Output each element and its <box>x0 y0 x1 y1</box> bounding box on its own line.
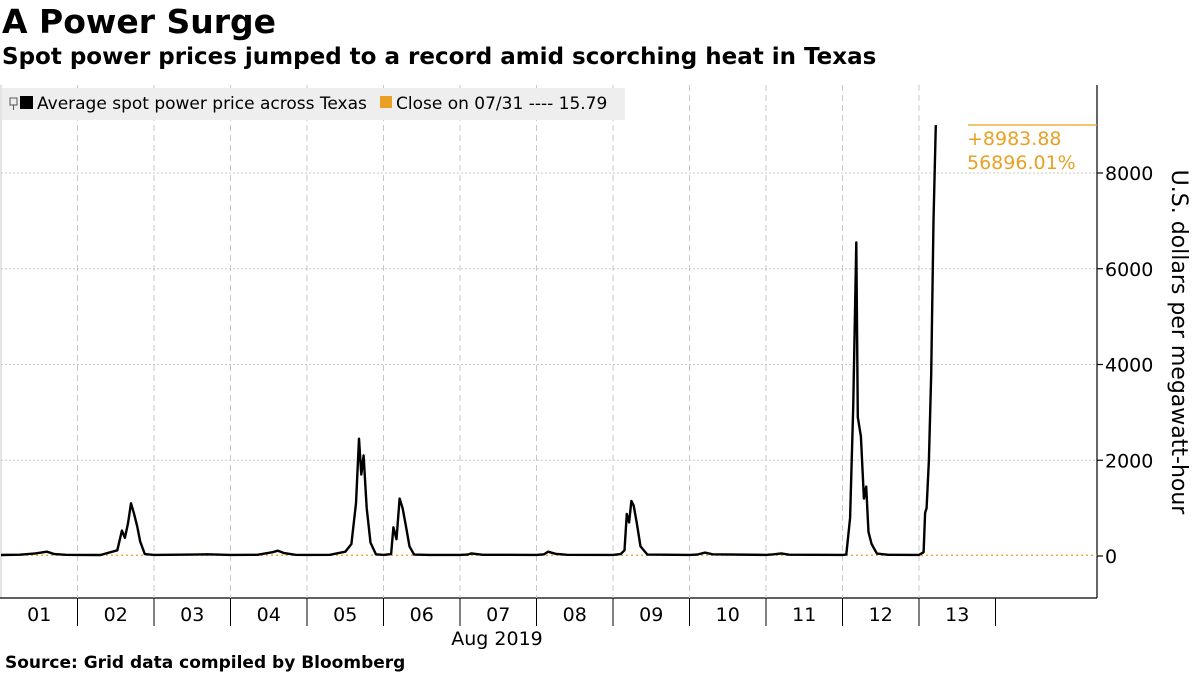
source-note: Source: Grid data compiled by Bloomberg <box>5 653 406 673</box>
legend-toggle-icon[interactable] <box>9 97 18 110</box>
x-tick-label: 03 <box>180 604 204 626</box>
annotation-change: +8983.88 <box>967 128 1062 150</box>
x-tick-label: 06 <box>410 604 434 626</box>
y-tick-label: 8000 <box>1105 163 1153 185</box>
x-tick-label: 08 <box>563 604 587 626</box>
legend-series-label: Average spot power price across Texas <box>37 94 367 114</box>
grid-lines <box>1 85 1097 598</box>
legend-close-swatch <box>380 96 392 108</box>
legend: Average spot power price across Texas Cl… <box>2 88 625 120</box>
series-layer <box>0 125 937 557</box>
y-axis-ticks: 0 2000 4000 6000 8000 <box>1097 163 1153 568</box>
legend-background <box>2 88 625 120</box>
chart-subtitle: Spot power prices jumped to a record ami… <box>2 44 877 70</box>
x-tick-label: 12 <box>869 604 893 626</box>
x-tick-label: 09 <box>639 604 663 626</box>
legend-close-label: Close on 07/31 ---- 15.79 <box>396 94 607 114</box>
x-tick-label: 04 <box>257 604 281 626</box>
x-tick-label: 01 <box>27 604 51 626</box>
x-axis-ticks: 01 02 03 04 05 06 07 08 09 10 11 12 13 <box>27 598 996 626</box>
annotation-percent: 56896.01% <box>967 152 1076 174</box>
y-tick-label: 4000 <box>1105 355 1153 377</box>
y-tick-label: 6000 <box>1105 259 1153 281</box>
y-tick-label: 0 <box>1105 546 1117 568</box>
x-tick-label: 07 <box>486 604 510 626</box>
legend-series-swatch <box>20 96 33 109</box>
series-line <box>0 125 937 557</box>
x-tick-label: 05 <box>333 604 357 626</box>
x-tick-label: 02 <box>104 604 128 626</box>
x-axis-label: Aug 2019 <box>451 628 543 650</box>
y-tick-label: 2000 <box>1105 450 1153 472</box>
x-tick-label: 11 <box>792 604 816 626</box>
y-axis-label: U.S. dollars per megawatt-hour <box>1166 170 1191 516</box>
x-tick-label: 10 <box>716 604 740 626</box>
x-tick-label: 13 <box>945 604 969 626</box>
chart-title: A Power Surge <box>2 2 277 41</box>
